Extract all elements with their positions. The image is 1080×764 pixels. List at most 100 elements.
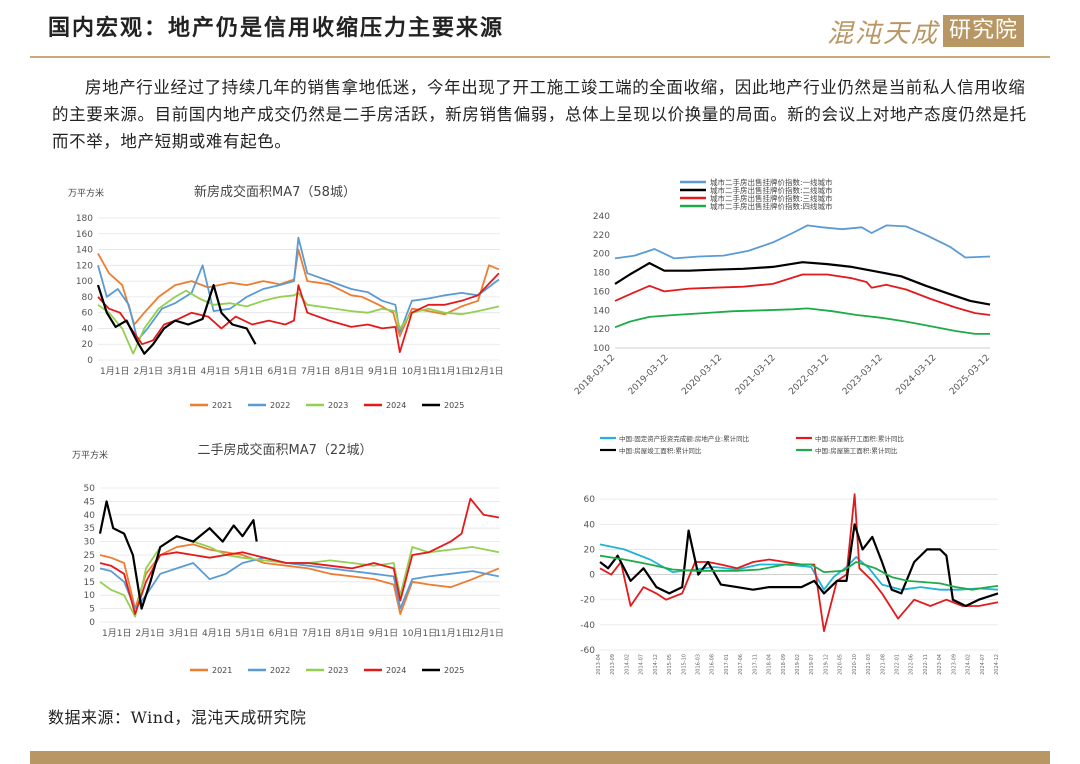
y-tick-label: -20 <box>580 596 595 606</box>
x-tick-label: 5月1日 <box>235 628 264 639</box>
x-tick-label: 11月1日 <box>435 628 470 639</box>
x-tick-label: 2016-08 <box>710 654 716 675</box>
x-tick-label: 3月1日 <box>169 628 198 639</box>
x-tick-label: 2014-12 <box>653 654 659 675</box>
x-tick-label: 2020-03-12 <box>680 353 724 397</box>
chart-new-home-sales: 新房成交面积MA7（58城） 万平方米 0 20 40 60 80 100 120 140 160 1… <box>60 170 510 420</box>
series-line <box>614 273 991 316</box>
series-line <box>614 261 991 306</box>
x-tick-label: 7月1日 <box>301 366 330 377</box>
y-tick-label: 20 <box>84 564 96 574</box>
x-tick-label: 4月1日 <box>201 366 230 377</box>
legend-label: 城市二手房出售挂牌价指数:四线城市 <box>710 201 833 211</box>
x-tick-label: 11月1日 <box>435 366 470 377</box>
x-tick-label: 2015-05 <box>667 654 673 675</box>
x-tick-label: 2023-04 <box>937 654 943 675</box>
y-tick-label: 20 <box>82 340 94 350</box>
x-tick-label: 2018-09 <box>781 654 787 675</box>
x-tick-label: 8月1日 <box>335 628 364 639</box>
y-tick-label: 0 <box>89 618 95 628</box>
x-tick-label: 2020-05 <box>838 654 844 675</box>
legend-label: 2022 <box>270 401 290 410</box>
x-tick-label: 2024-03-12 <box>894 353 938 397</box>
x-tick-label: 2023-03-12 <box>841 353 885 397</box>
y-tick-label: 120 <box>593 325 610 335</box>
x-tick-label: 2021-03-12 <box>734 353 778 397</box>
chart-second-hand-price-index: 100 120 140 160 180 200 220 240 2018-03-12 2019-0… <box>570 170 1020 400</box>
y-tick-label: 25 <box>84 551 95 561</box>
x-tick-label: 3月1日 <box>167 366 196 377</box>
x-tick-label: 2023-09 <box>951 654 957 675</box>
y-tick-label: 30 <box>84 538 96 548</box>
x-tick-label: 2月1日 <box>135 628 164 639</box>
logo-text: 混沌天成 <box>826 18 939 49</box>
y-tick-label: 0 <box>87 356 93 366</box>
y-tick-label: 40 <box>584 520 596 530</box>
chart-second-hand-sales: 二手房成交面积MA7（22城） 万平方米 0 5 10 15 20 25 30 35 40 45 50 1… <box>60 432 510 684</box>
y-tick-label: 0 <box>589 571 595 581</box>
x-tick-label: 2014-02 <box>624 654 630 675</box>
legend-label: 中国:房屋新开工面积:累计同比 <box>815 434 904 443</box>
page-header: 国内宏观：地产仍是信用收缩压力主要来源 混沌天成 研究院 <box>0 0 1080 58</box>
x-tick-label: 2019-07 <box>809 654 815 675</box>
y-tick-label: 100 <box>76 277 93 287</box>
x-tick-label: 2021-08 <box>880 654 886 675</box>
y-tick-label: 80 <box>82 293 94 303</box>
y-tick-label: 40 <box>84 511 96 521</box>
x-tick-label: 2018-03-12 <box>573 353 617 397</box>
x-tick-label: 1月1日 <box>100 366 129 377</box>
y-tick-label: -40 <box>580 621 595 631</box>
chart-construction-yoy: -60 -40 -20 0 20 40 60 2013-04 2013-09 2014-02 201… <box>570 426 1020 688</box>
y-tick-label: 160 <box>593 287 610 297</box>
x-tick-label: 2022-01 <box>895 654 901 675</box>
x-tick-label: 2月1日 <box>134 366 163 377</box>
y-tick-label: 100 <box>593 344 610 354</box>
x-tick-label: 4月1日 <box>202 628 231 639</box>
y-tick-label: 15 <box>84 578 95 588</box>
y-tick-label: 60 <box>82 309 94 319</box>
logo-box-text: 研究院 <box>942 15 1024 47</box>
x-tick-label: 2024-12 <box>994 654 1000 675</box>
y-tick-label: 120 <box>76 261 93 271</box>
legend-label: 中国:固定资产投资完成额:房地产业:累计同比 <box>619 434 750 443</box>
x-tick-label: 6月1日 <box>268 366 297 377</box>
page-title: 国内宏观：地产仍是信用收缩压力主要来源 <box>48 15 505 41</box>
series-line <box>599 493 999 633</box>
series-line <box>614 307 990 335</box>
x-tick-label: 2025-03-12 <box>948 353 992 397</box>
legend-label: 2023 <box>328 401 348 410</box>
y-tick-label: 20 <box>584 545 596 555</box>
chart-svg: 100 120 140 160 180 200 220 240 2018-03-12 2019-0… <box>573 177 992 397</box>
x-tick-label: 2017-11 <box>752 654 758 675</box>
series-line <box>99 556 500 610</box>
x-tick-label: 2022-11 <box>923 654 929 675</box>
y-tick-label: 180 <box>76 214 93 224</box>
x-tick-label: 8月1日 <box>335 366 364 377</box>
series-line <box>97 236 500 342</box>
x-tick-label: 2018-04 <box>767 654 773 675</box>
brand-logo: 混沌天成 研究院 <box>826 14 1024 49</box>
body-paragraph: 房地产行业经过了持续几年的销售拿地低迷，今年出现了开工施工竣工端的全面收缩，因此… <box>52 78 1027 151</box>
legend-label: 2023 <box>328 666 348 675</box>
series-line <box>599 554 999 591</box>
x-tick-label: 10月1日 <box>402 366 437 377</box>
y-axis-label: 万平方米 <box>68 187 104 199</box>
x-tick-label: 5月1日 <box>234 366 263 377</box>
y-tick-label: 220 <box>593 231 610 241</box>
y-tick-label: 240 <box>593 212 610 222</box>
x-tick-label: 2019-12 <box>823 654 829 675</box>
legend-label: 中国:房屋竣工面积:累计同比 <box>619 446 702 455</box>
x-tick-label: 2015-10 <box>681 654 687 675</box>
x-tick-label: 1月1日 <box>102 628 131 639</box>
chart-title: 新房成交面积MA7（58城） <box>194 184 356 200</box>
y-tick-label: 40 <box>82 324 94 334</box>
y-tick-label: 160 <box>76 230 93 240</box>
x-tick-label: 9月1日 <box>369 628 398 639</box>
legend-label: 2025 <box>444 401 464 410</box>
data-source: 数据来源：Wind，混沌天成研究院 <box>48 708 307 727</box>
y-tick-label: 45 <box>84 497 95 507</box>
y-tick-label: 60 <box>584 495 596 505</box>
x-tick-label: 9月1日 <box>368 366 397 377</box>
y-tick-label: 200 <box>593 250 610 260</box>
x-tick-label: 2017-01 <box>724 654 730 675</box>
